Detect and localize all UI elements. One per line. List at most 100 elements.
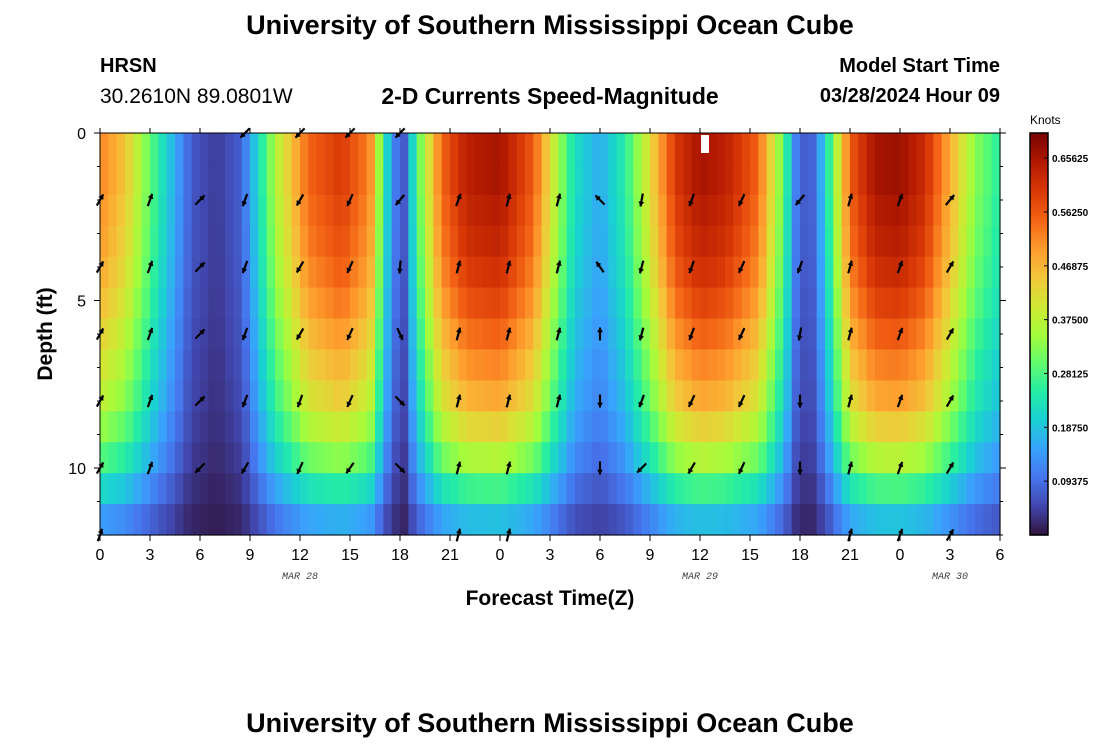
colorbar-segment [1030,448,1048,453]
heatmap-cell [800,225,809,258]
heatmap-cell [391,287,401,320]
heatmap-cell [150,287,159,320]
heatmap-cell [308,442,318,474]
heatmap-cell [558,133,568,165]
heatmap-cell [275,287,284,320]
heatmap-cell [150,380,159,412]
heatmap-cell [441,442,451,474]
heatmap-cell [458,411,468,443]
heatmap-cell [750,225,759,258]
heatmap-cell [258,225,268,258]
heatmap-cell [150,349,159,381]
colorbar-segment [1030,408,1048,413]
heatmap-cell [475,194,484,227]
heatmap-cell [266,473,276,505]
heatmap-cell [191,225,201,258]
heatmap-cell [791,287,801,320]
current-arrow-head [795,199,801,205]
colorbar-segment [1030,233,1048,237]
current-arrow-head [399,467,405,473]
heatmap-cell [808,194,818,227]
heatmap-cell [491,442,501,474]
heatmap-cell [866,287,876,320]
y-tick-label: 10 [68,461,86,478]
heatmap-cell [241,256,251,289]
current-arrow-head [847,394,854,400]
heatmap-cell [716,411,726,443]
heatmap-cell [425,194,434,227]
heatmap-cell [875,256,884,289]
heatmap-cell [241,442,251,474]
heatmap-cell [691,411,701,443]
heatmap-cell [650,411,659,443]
heatmap-cell [316,133,326,165]
heatmap-cell [700,318,709,351]
heatmap-cell [650,225,659,258]
heatmap-cell [866,473,876,505]
current-arrow-head [688,267,694,274]
heatmap-cell [116,473,126,505]
heatmap-cell [591,442,601,474]
heatmap-cell [733,194,743,227]
current-arrow-head [456,260,462,266]
heatmap-cell [775,163,784,196]
colorbar-segment [1030,468,1048,473]
heatmap-cell [450,287,459,320]
heatmap-cell [950,256,959,289]
heatmap-cell [991,504,1001,536]
heatmap-cell [558,318,568,351]
colorbar-segment [1030,503,1048,507]
heatmap-cell [933,442,943,474]
heatmap-cell [175,504,184,536]
heatmap-cell [300,194,309,227]
heatmap-cell [258,163,268,196]
heatmap-cell [358,256,368,289]
heatmap-cell [850,411,859,443]
colorbar-segment [1030,477,1048,482]
heatmap-cell [841,349,851,381]
heatmap-cell [716,473,726,505]
y-axis-label: Depth (ft) [34,287,57,380]
heatmap-cell [666,411,676,443]
heatmap-cell [841,163,851,196]
heatmap-cell [333,225,343,258]
heatmap-cell [816,473,826,505]
heatmap-cell [958,194,968,227]
heatmap-cell [141,225,151,258]
current-arrow-head [98,395,104,401]
heatmap-cell [908,411,918,443]
heatmap-cell [108,349,118,381]
heatmap-cell [650,194,659,227]
heatmap-cell [533,256,543,289]
heatmap-cell [100,287,109,320]
heatmap-cell [900,504,909,536]
current-arrow-head [948,529,954,535]
heatmap-cell [925,318,934,351]
heatmap-cell [808,318,818,351]
heatmap-cell [100,194,109,227]
heatmap-cell [225,287,234,320]
heatmap-cell [866,349,876,381]
heatmap-cell [800,133,809,165]
heatmap-cell [458,225,468,258]
current-arrow-head [456,327,462,333]
heatmap-cell [833,349,843,381]
heatmap-cell [908,287,918,320]
heatmap-cell [741,349,751,381]
heatmap-cell [366,442,376,474]
heatmap-cell [583,318,593,351]
heatmap-cell [700,380,709,412]
heatmap-cell [950,163,959,196]
heatmap-cell [758,318,768,351]
heatmap-cell [975,194,984,227]
heatmap-cell [508,163,518,196]
heatmap-cell [466,163,476,196]
heatmap-cell [408,504,418,536]
heatmap-cell [416,380,426,412]
heatmap-cell [491,473,501,505]
heatmap-cell [108,256,118,289]
heatmap-cell [775,411,784,443]
heatmap-cell [466,256,476,289]
heatmap-cell [433,442,443,474]
heatmap-cell [950,473,959,505]
